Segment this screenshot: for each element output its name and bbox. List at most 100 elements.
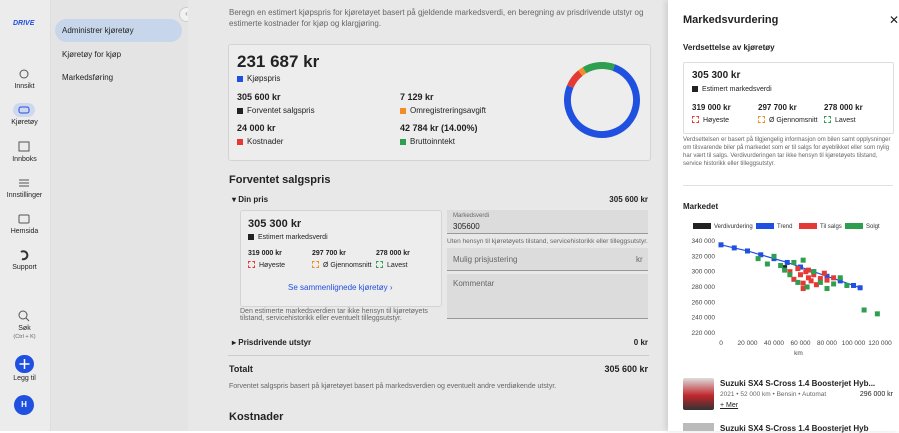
nav-item[interactable]: Innboks (12, 156, 37, 163)
donut-segment (567, 70, 583, 89)
subnav-item[interactable]: Kjøretøy for kjøp (62, 50, 122, 59)
car-image[interactable] (683, 378, 714, 410)
point (758, 252, 764, 258)
element: Estimert markedsverdi (692, 86, 772, 93)
y-tick-label: 220 000 (692, 330, 716, 337)
avatar[interactable] (14, 395, 34, 415)
input[interactable] (447, 248, 648, 271)
scatter-chart: 220 000 240 000 260 000 280 000 300 000 320 0… (692, 223, 892, 357)
nav-item[interactable]: Kjøretøy (11, 119, 38, 126)
add-label[interactable]: Legg til (13, 375, 36, 382)
search[interactable]: Søk (18, 325, 31, 332)
car-image[interactable] (683, 423, 714, 431)
point (831, 275, 837, 281)
accordion[interactable]: ▸ Prisdrivende utstyr (232, 338, 312, 347)
y-tick-label: 320 000 (692, 253, 716, 260)
point (798, 272, 803, 278)
point (718, 242, 724, 248)
label: Prisdrivende utstyr (238, 338, 312, 347)
accordion[interactable]: ▾ Din pris (232, 195, 269, 204)
element: Estimert markedsverdi (248, 234, 328, 241)
point (778, 263, 784, 269)
link[interactable]: Se sammenlignede kjøretøy › (288, 283, 393, 292)
more-link[interactable]: + Mer (720, 402, 739, 409)
element: Lavest (824, 116, 856, 124)
point (811, 269, 817, 275)
subnav (51, 0, 188, 431)
logo[interactable]: DRIVE (13, 20, 35, 27)
link-text[interactable]: Se sammenlignede kjøretøy (288, 283, 388, 292)
x-tick-label: 100 000 (842, 340, 866, 347)
point (817, 279, 823, 285)
point (837, 275, 843, 281)
section-heading: Forventet salgspris (229, 174, 331, 186)
x-tick-label: 80 000 (817, 340, 837, 347)
summary-card (228, 44, 651, 161)
value: 297 700 kr (758, 103, 797, 112)
intro: Beregn en estimert kjøpspris for kjøretø… (229, 8, 644, 28)
subnav-item[interactable]: Markedsføring (62, 73, 114, 82)
element: Kostnader (237, 137, 283, 146)
nav-item[interactable]: Hemsida (10, 228, 39, 235)
icon (19, 179, 29, 187)
x-axis-label: km (794, 350, 803, 357)
heading: Verdsettelse av kjøretøy (683, 43, 775, 52)
point (787, 269, 793, 275)
element (248, 234, 254, 240)
subnav-item[interactable]: Administrer kjøretøy (62, 26, 134, 35)
x-tick-label: 120 000 (868, 340, 892, 347)
legend-swatch (799, 223, 817, 229)
element (692, 86, 698, 92)
legend-label: Kjøpspris (247, 74, 281, 83)
y-tick-label: 240 000 (692, 315, 716, 322)
x-tick-label: 0 (719, 340, 723, 347)
element: Bruttoinntekt (400, 137, 455, 146)
point (831, 281, 837, 287)
nav-item[interactable]: Innsikt (14, 83, 35, 90)
point (811, 272, 817, 278)
nav-item[interactable]: Support (12, 264, 37, 271)
listing-price: 296 000 kr (859, 391, 893, 398)
icon (18, 106, 30, 114)
point (795, 266, 801, 272)
listing-title[interactable]: Suzuki SX4 S-Cross 1.4 Boosterjet Hyb (720, 424, 869, 433)
active-pill (55, 19, 182, 42)
point (771, 253, 777, 259)
point (800, 257, 806, 263)
listing-title[interactable]: Suzuki SX4 S-Cross 1.4 Boosterjet Hyb... (720, 379, 876, 388)
legend-label: Solgt (866, 224, 880, 230)
element: Høyeste (248, 261, 285, 269)
value: 305 600 kr (609, 195, 648, 204)
value: 24 000 kr (237, 123, 276, 133)
donut (564, 62, 640, 138)
value: 278 000 kr (376, 250, 410, 257)
avatar-letter: H (21, 400, 27, 409)
x-tick-label: 20 000 (738, 340, 758, 347)
icon (18, 141, 30, 152)
point (817, 276, 823, 282)
point (791, 276, 797, 282)
value: 42 784 kr (14.00%) (400, 123, 478, 133)
estimate: 305 300 kr (692, 70, 741, 81)
legend-swatch (693, 223, 711, 229)
nav-item[interactable]: Innstillinger (6, 192, 43, 199)
note: Den estimerte markedsverdien tar ikke he… (240, 308, 428, 322)
close-button[interactable]: ✕ (889, 13, 899, 27)
estimate-card (240, 210, 442, 307)
point (808, 278, 814, 284)
label: Din pris (238, 195, 269, 204)
donut-segment (578, 67, 587, 76)
point (804, 284, 810, 290)
textarea[interactable] (447, 274, 648, 319)
x-tick-label: 40 000 (764, 340, 784, 347)
element: Høyeste (692, 116, 729, 124)
point (755, 256, 761, 262)
element: Kjøpspris (237, 74, 280, 83)
input[interactable] (447, 210, 648, 234)
estimate: 305 300 kr (248, 218, 302, 230)
point (824, 286, 830, 292)
element: Omregistreringsavgift (400, 106, 486, 115)
panel-title: Markedsvurdering (683, 14, 779, 26)
y-tick-label: 280 000 (692, 284, 716, 291)
point (837, 278, 843, 284)
